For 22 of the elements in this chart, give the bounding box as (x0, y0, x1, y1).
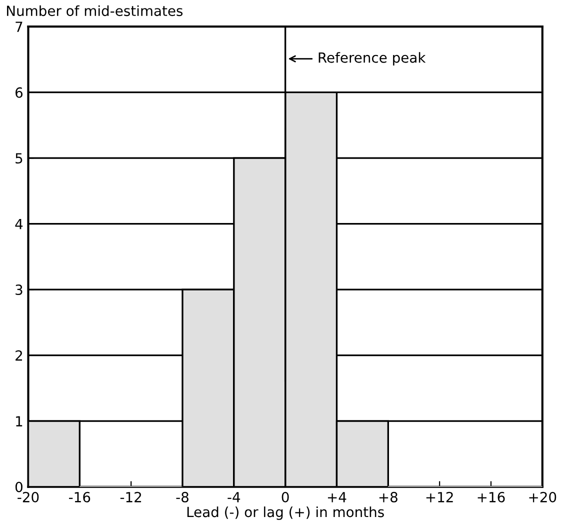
ref-line-label: Reference peak (318, 52, 426, 66)
x-tick-label: -16 (69, 492, 90, 502)
x-axis-title: Lead (-) or lag (+) in months (187, 506, 384, 520)
x-tick-label: +8 (379, 492, 398, 502)
x-tick-label: 0 (282, 492, 289, 502)
y-tick-label: 4 (15, 218, 23, 230)
y-tick-label: 5 (16, 153, 22, 164)
y-tick-label: 2 (16, 350, 22, 361)
y-tick-label: 1 (16, 416, 22, 426)
y-tick-label: 6 (16, 87, 23, 98)
x-tick-label: -8 (176, 492, 188, 502)
x-tick-label: +20 (529, 492, 556, 502)
x-tick-label: +4 (328, 492, 346, 502)
x-tick-label: +16 (478, 492, 505, 502)
x-tick-label: -12 (120, 492, 142, 502)
y-axis-title: Number of mid-estimates (7, 5, 183, 16)
x-tick-label: -4 (228, 492, 240, 502)
y-tick-label: 0 (15, 482, 22, 492)
y-tick-label: 7 (16, 22, 22, 32)
y-tick-label: 3 (16, 284, 22, 296)
x-tick-label: -20 (18, 492, 39, 502)
x-tick-label: +12 (426, 492, 453, 502)
